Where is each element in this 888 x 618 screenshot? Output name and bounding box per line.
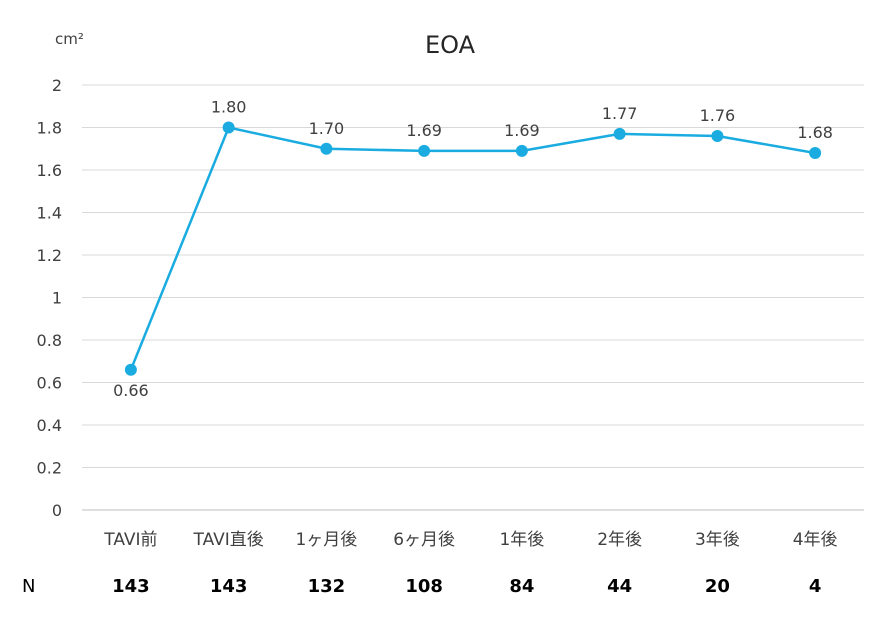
y-axis-unit: cm² [55,30,84,48]
y-tick-label: 0.8 [37,331,62,350]
x-category-label: 1年後 [499,530,544,550]
n-value: 4 [809,576,822,597]
chart-title: EOA [425,31,476,59]
y-tick-label: 0.6 [37,374,62,393]
data-labels: 0.66 1.80 1.70 1.69 1.69 1.77 1.76 1.68 [113,98,833,400]
y-tick-label: 2 [52,76,62,95]
eoa-series [124,121,822,376]
data-point [222,121,235,134]
n-row: 143 143 132 108 84 44 20 4 [112,576,821,597]
y-tick-label: 1.6 [37,161,62,180]
data-point [320,142,333,155]
data-point [711,130,724,142]
data-point [809,147,822,159]
x-category-label: 6ヶ月後 [393,530,455,550]
y-tick-label: 1.2 [37,246,62,265]
data-label: 1.80 [211,98,247,117]
data-point [613,127,626,140]
x-category-label: 4年後 [793,530,838,550]
x-category-label: 3年後 [695,530,740,550]
n-value: 108 [405,576,443,597]
y-tick-label: 0 [52,501,62,520]
data-label: 1.70 [309,119,345,138]
data-point [418,144,431,157]
data-point [124,363,137,376]
n-value: 20 [705,576,730,597]
n-value: 132 [308,576,346,597]
y-tick-label: 1 [52,289,62,308]
x-category-label: TAVI前 [103,530,157,550]
data-label: 1.69 [504,121,540,140]
n-value: 143 [112,576,150,597]
n-row-label: N [22,576,35,597]
y-tick-label: 1.4 [37,204,62,223]
data-label: 1.69 [406,121,442,140]
n-value: 44 [607,576,632,597]
y-tick-label: 0.2 [37,459,62,478]
x-axis-categories: TAVI前 TAVI直後 1ヶ月後 6ヶ月後 1年後 2年後 3年後 4年後 [103,530,837,550]
y-axis-ticks: 0 0.2 0.4 0.6 0.8 1 1.2 1.4 1.6 1.8 2 [37,76,62,520]
x-category-label: 1ヶ月後 [295,530,357,550]
n-value: 84 [509,576,534,597]
y-tick-label: 1.8 [37,119,62,138]
data-label: 0.66 [113,381,149,400]
data-label: 1.68 [797,123,833,142]
data-point [515,144,528,157]
gridlines [82,84,864,511]
x-category-label: TAVI直後 [193,530,264,550]
x-category-label: 2年後 [597,530,642,550]
y-tick-label: 0.4 [37,416,62,435]
data-label: 1.77 [602,104,638,123]
data-label: 1.76 [700,106,736,125]
n-value: 143 [210,576,248,597]
series-line [129,126,816,371]
